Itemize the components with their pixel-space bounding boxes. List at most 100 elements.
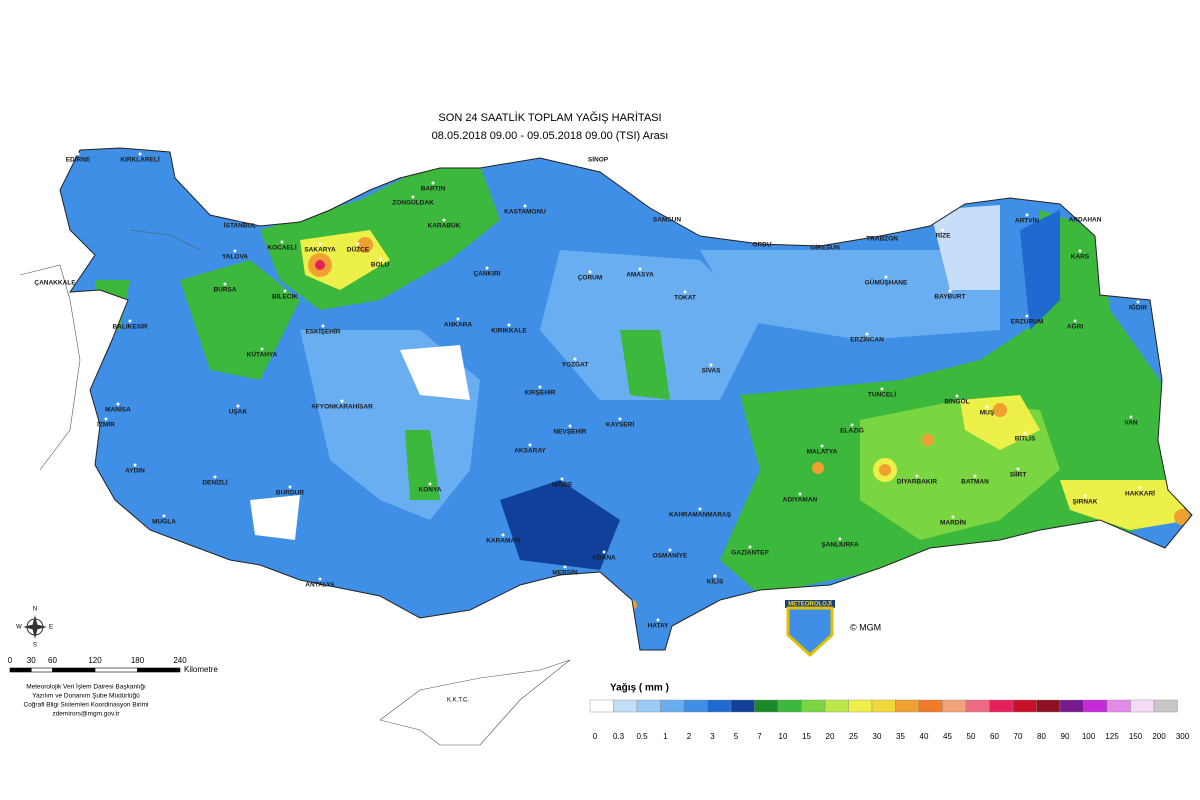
city-dot — [915, 474, 919, 478]
legend-swatch — [1012, 699, 1037, 713]
city-label: KOCAELİ — [267, 244, 296, 252]
legend-swatch — [942, 699, 967, 713]
rain-field — [60, 148, 1192, 650]
legend-swatch — [636, 699, 661, 713]
city-dot — [668, 548, 672, 552]
legend-break-label: 0 — [593, 732, 598, 741]
city-dot — [588, 270, 592, 274]
legend-break-label: 15 — [802, 732, 811, 741]
legend-swatch — [730, 699, 755, 713]
city-dot — [116, 402, 120, 406]
legend-break-label: 0.5 — [636, 732, 648, 741]
city-label: ZONGULDAK — [392, 200, 434, 207]
city-label: BİTLİS — [1015, 435, 1036, 443]
city-label: KİLİS — [707, 578, 724, 586]
city-label: MARDİN — [940, 519, 966, 527]
city-label: EDİRNE — [66, 156, 91, 164]
legend-break-label: 20 — [826, 732, 835, 741]
city-label: İZMİR — [97, 421, 115, 429]
legend-break-label: 200 — [1152, 732, 1166, 741]
city-dot — [1025, 213, 1029, 217]
city-dot — [53, 275, 57, 279]
city-label: KARS — [1071, 254, 1090, 261]
city-dot — [955, 394, 959, 398]
city-label: MUĞLA — [152, 517, 176, 526]
city-dot — [560, 477, 564, 481]
city-label: BALIKESİR — [112, 323, 147, 331]
city-label: KAYSERİ — [606, 421, 634, 429]
city-label: ŞANLIURFA — [821, 542, 859, 549]
legend-break-label: 60 — [990, 732, 999, 741]
map-subtitle: 08.05.2018 09.00 - 09.05.2018 09.00 (TSI… — [432, 130, 669, 142]
city-dot — [283, 289, 287, 293]
cyprus-label: K.K.T.C. — [447, 698, 469, 704]
city-dot — [223, 282, 227, 286]
scale-tick-label: 120 — [88, 656, 102, 665]
city-label: YOZGAT — [562, 362, 589, 369]
city-label: KÜTAHYA — [247, 350, 278, 359]
city-label: KAHRAMANMARAŞ — [669, 512, 732, 519]
city-dot — [656, 618, 660, 622]
city-label: ARTVİN — [1015, 217, 1040, 225]
city-label: ŞIRNAK — [1073, 499, 1098, 506]
city-label: ADANA — [592, 555, 616, 562]
city-label: BAYBURT — [934, 294, 965, 301]
city-label: DİYARBAKIR — [897, 478, 938, 486]
city-dot — [850, 423, 854, 427]
city-dot — [1073, 319, 1077, 323]
legend-break-label: 3 — [710, 732, 715, 741]
city-dot — [213, 475, 217, 479]
city-dot — [128, 319, 132, 323]
city-label: KARABÜK — [428, 221, 461, 230]
compass-letter: W — [16, 625, 22, 631]
credit-line: Meteorolojik Veri İşlem Dairesi Başkanlı… — [26, 682, 146, 691]
scale-tick-label: 180 — [131, 656, 145, 665]
city-dot — [602, 550, 606, 554]
city-label: AKSARAY — [514, 448, 546, 455]
city-label: SİVAS — [701, 367, 721, 375]
city-dot — [985, 405, 989, 409]
city-label: MUŞ — [980, 410, 995, 417]
city-dot — [760, 237, 764, 241]
city-dot — [528, 443, 532, 447]
legend-swatch — [918, 699, 943, 713]
copyright: © MGM — [850, 622, 881, 632]
legend-break-label: 1 — [663, 732, 668, 741]
legend-swatch — [1130, 699, 1155, 713]
city-dot — [378, 257, 382, 261]
city-dot — [238, 218, 242, 222]
legend-break-label: 25 — [849, 732, 858, 741]
city-dot — [233, 249, 237, 253]
city-dot — [1136, 300, 1140, 304]
city-label: İSTANBUL — [224, 222, 256, 230]
legend-break-label: 5 — [734, 732, 739, 741]
city-label: KARAMAN — [486, 538, 520, 545]
scale-segment — [30, 667, 53, 673]
city-dot — [280, 240, 284, 244]
legend-swatch — [1106, 699, 1131, 713]
city-dot — [236, 404, 240, 408]
legend-swatch — [589, 699, 614, 713]
city-label: NEVŞEHİR — [553, 428, 587, 436]
legend-swatch — [707, 699, 732, 713]
legend-swatch — [965, 699, 990, 713]
city-label: KIRKLARELİ — [120, 156, 160, 164]
legend-swatch — [989, 699, 1014, 713]
city-label: ANKARA — [444, 322, 472, 329]
credits: Meteorolojik Veri İşlem Dairesi Başkanlı… — [24, 682, 149, 718]
city-dot — [823, 240, 827, 244]
city-label: SİİRT — [1010, 471, 1027, 479]
legend-title: Yağış ( mm ) — [610, 683, 669, 694]
city-label: BİLECİK — [272, 293, 298, 301]
city-dot — [838, 537, 842, 541]
scale-segment — [52, 667, 96, 673]
city-label: ELAZIĞ — [840, 426, 864, 435]
city-label: BARTIN — [421, 186, 446, 193]
city-label: HATAY — [648, 623, 669, 630]
city-dot — [411, 195, 415, 199]
city-dot — [428, 482, 432, 486]
city-dot — [1025, 314, 1029, 318]
city-label: VAN — [1124, 420, 1138, 427]
city-dot — [507, 323, 511, 327]
legend-break-label: 50 — [967, 732, 976, 741]
